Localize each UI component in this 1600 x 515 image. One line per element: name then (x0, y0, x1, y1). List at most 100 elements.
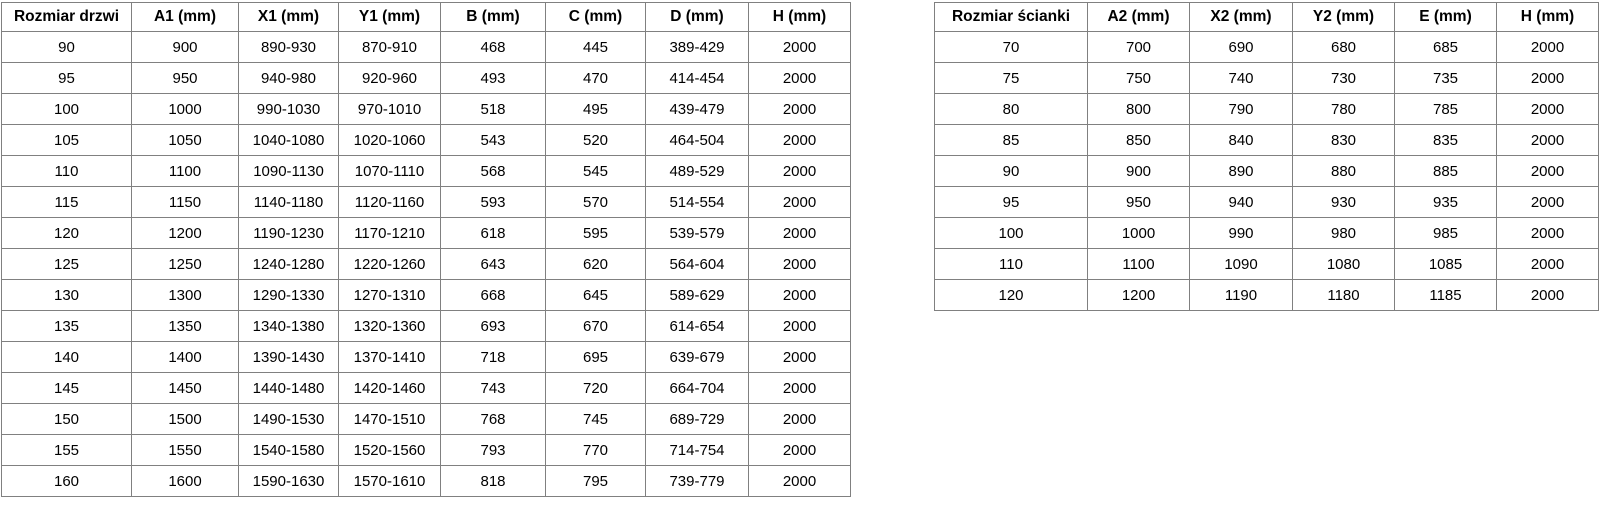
table-header-row: Rozmiar drzwi A1 (mm) X1 (mm) Y1 (mm) B (mm)… (1, 2, 851, 32)
table-cell: 850 (1087, 124, 1190, 156)
table-row: 120 1200 1190-1230 1170-1210 618 595 539-579 20… (1, 217, 851, 249)
table-cell: 2000 (1496, 31, 1599, 63)
table-cell: 1300 (131, 279, 239, 311)
table-cell: 1050 (131, 124, 239, 156)
column-header-7: H (mm) (748, 2, 851, 32)
column-header-0: Rozmiar ścianki (934, 2, 1088, 32)
table-cell: 1085 (1394, 248, 1497, 280)
doors-table-header: Rozmiar drzwi A1 (mm) X1 (mm) Y1 (mm) B (mm)… (1, 2, 851, 32)
row-size-cell: 135 (1, 310, 132, 342)
table-cell: 1000 (131, 93, 239, 125)
table-cell: 670 (545, 310, 646, 342)
table-cell: 720 (545, 372, 646, 404)
table-cell: 835 (1394, 124, 1497, 156)
table-cell: 890 (1189, 155, 1293, 187)
table-cell: 730 (1292, 62, 1395, 94)
table-cell: 414-454 (645, 62, 749, 94)
table-cell: 1270-1310 (338, 279, 441, 311)
column-header-0: Rozmiar drzwi (1, 2, 132, 32)
table-row: 130 1300 1290-1330 1270-1310 668 645 589-629 20… (1, 279, 851, 311)
table-cell: 439-479 (645, 93, 749, 125)
table-row: 145 1450 1440-1480 1420-1460 743 720 664-704 20… (1, 372, 851, 404)
table-cell: 680 (1292, 31, 1395, 63)
table-row: 110 1100 1090 1080 1085 2000 (934, 248, 1599, 280)
table-cell: 1000 (1087, 217, 1190, 249)
table-cell: 2000 (748, 93, 851, 125)
row-size-cell: 80 (934, 93, 1088, 125)
table-cell: 618 (440, 217, 546, 249)
table-cell: 1250 (131, 248, 239, 280)
table-cell: 970-1010 (338, 93, 441, 125)
table-cell: 818 (440, 465, 546, 497)
table-cell: 518 (440, 93, 546, 125)
table-cell: 2000 (748, 465, 851, 497)
table-cell: 795 (545, 465, 646, 497)
table-cell: 768 (440, 403, 546, 435)
column-header-3: Y2 (mm) (1292, 2, 1395, 32)
table-cell: 1200 (1087, 279, 1190, 311)
row-size-cell: 100 (1, 93, 132, 125)
table-cell: 2000 (748, 124, 851, 156)
table-cell: 693 (440, 310, 546, 342)
table-row: 85 850 840 830 835 2000 (934, 124, 1599, 156)
table-cell: 568 (440, 155, 546, 187)
column-header-4: B (mm) (440, 2, 546, 32)
row-size-cell: 115 (1, 186, 132, 218)
table-cell: 389-429 (645, 31, 749, 63)
table-cell: 2000 (748, 31, 851, 63)
table-cell: 545 (545, 155, 646, 187)
table-cell: 1540-1580 (238, 434, 339, 466)
table-cell: 570 (545, 186, 646, 218)
table-cell: 840 (1189, 124, 1293, 156)
table-cell: 1190-1230 (238, 217, 339, 249)
row-size-cell: 95 (934, 186, 1088, 218)
table-cell: 1600 (131, 465, 239, 497)
table-row: 80 800 790 780 785 2000 (934, 93, 1599, 125)
table-row: 90 900 890 880 885 2000 (934, 155, 1599, 187)
table-cell: 980 (1292, 217, 1395, 249)
table-row: 150 1500 1490-1530 1470-1510 768 745 689-729 20… (1, 403, 851, 435)
table-cell: 1240-1280 (238, 248, 339, 280)
row-size-cell: 90 (1, 31, 132, 63)
table-cell: 2000 (1496, 217, 1599, 249)
table-cell: 2000 (748, 155, 851, 187)
table-cell: 2000 (748, 403, 851, 435)
table-cell: 2000 (1496, 62, 1599, 94)
table-cell: 685 (1394, 31, 1497, 63)
row-size-cell: 110 (934, 248, 1088, 280)
table-cell: 985 (1394, 217, 1497, 249)
doors-dimension-table-container: Rozmiar drzwi A1 (mm) X1 (mm) Y1 (mm) B (mm)… (1, 2, 851, 497)
panels-dimension-table-container: Rozmiar ścianki A2 (mm) X2 (mm) Y2 (mm) E (m… (934, 2, 1599, 311)
table-cell: 950 (131, 62, 239, 94)
table-cell: 1590-1630 (238, 465, 339, 497)
table-cell: 885 (1394, 155, 1497, 187)
table-cell: 690 (1189, 31, 1293, 63)
table-cell: 1220-1260 (338, 248, 441, 280)
table-cell: 1100 (1087, 248, 1190, 280)
table-row: 140 1400 1390-1430 1370-1410 718 695 639-679 20… (1, 341, 851, 373)
column-header-1: A1 (mm) (131, 2, 239, 32)
table-cell: 2000 (748, 310, 851, 342)
table-cell: 495 (545, 93, 646, 125)
table-cell: 1200 (131, 217, 239, 249)
table-cell: 589-629 (645, 279, 749, 311)
table-cell: 739-779 (645, 465, 749, 497)
table-cell: 2000 (1496, 155, 1599, 187)
table-cell: 2000 (748, 279, 851, 311)
table-cell: 464-504 (645, 124, 749, 156)
table-cell: 1120-1160 (338, 186, 441, 218)
table-row: 125 1250 1240-1280 1220-1260 643 620 564-604 20… (1, 248, 851, 280)
table-cell: 793 (440, 434, 546, 466)
table-row: 75 750 740 730 735 2000 (934, 62, 1599, 94)
table-cell: 1040-1080 (238, 124, 339, 156)
table-cell: 539-579 (645, 217, 749, 249)
table-cell: 2000 (748, 186, 851, 218)
table-cell: 1140-1180 (238, 186, 339, 218)
table-cell: 920-960 (338, 62, 441, 94)
table-cell: 2000 (748, 341, 851, 373)
row-size-cell: 130 (1, 279, 132, 311)
table-cell: 990 (1189, 217, 1293, 249)
table-cell: 695 (545, 341, 646, 373)
table-cell: 950 (1087, 186, 1190, 218)
table-cell: 890-930 (238, 31, 339, 63)
